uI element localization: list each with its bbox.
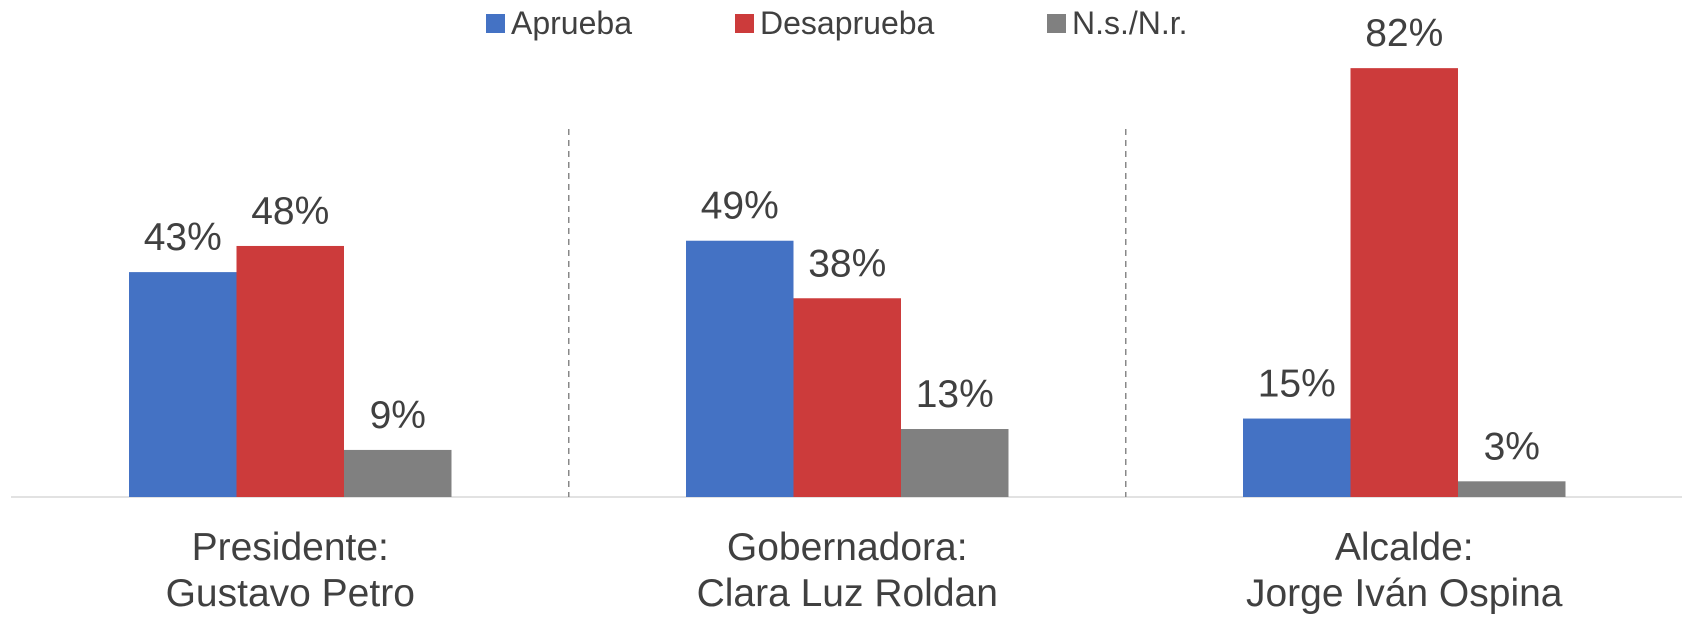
bar xyxy=(686,240,794,498)
x-tick-label: Gobernadora: Clara Luz Roldan xyxy=(697,526,998,615)
data-label: 9% xyxy=(370,394,426,437)
data-label: 82% xyxy=(1365,12,1443,55)
legend-swatch xyxy=(486,14,505,33)
bar xyxy=(901,429,1009,497)
bar xyxy=(1243,418,1351,497)
x-tick-label: Alcalde: Jorge Iván Ospina xyxy=(1246,526,1563,615)
bar xyxy=(1458,481,1566,497)
data-label: 13% xyxy=(916,373,994,416)
bar xyxy=(1350,68,1458,497)
bar xyxy=(236,245,344,497)
x-tick-label: Presidente: Gustavo Petro xyxy=(166,526,415,615)
legend-swatch xyxy=(735,14,754,33)
bar xyxy=(129,272,237,497)
legend-swatch xyxy=(1047,14,1066,33)
legend-label: N.s./N.r. xyxy=(1072,5,1188,41)
data-label: 43% xyxy=(144,216,222,259)
legend-label: Desaprueba xyxy=(760,5,935,41)
bar xyxy=(793,298,901,497)
bar xyxy=(344,449,452,497)
legend-label: Aprueba xyxy=(511,5,632,41)
data-label: 48% xyxy=(251,190,329,233)
data-label: 15% xyxy=(1258,363,1336,406)
data-label: 3% xyxy=(1484,425,1540,468)
data-label: 38% xyxy=(808,242,886,285)
data-label: 49% xyxy=(701,185,779,228)
